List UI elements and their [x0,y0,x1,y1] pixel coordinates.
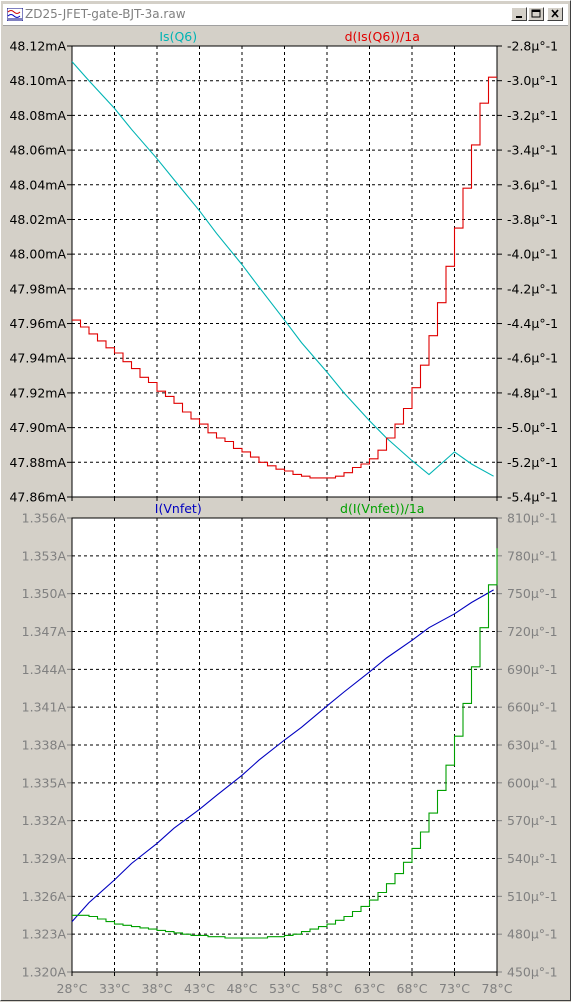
bottom-left-tick-label: 1.356A [22,511,67,526]
minimize-icon [516,16,522,18]
series-line-d-is-q6-1a [72,76,497,479]
bottom-plot-frame [71,517,498,973]
bottom-right-tick-label: 780µ°-1 [507,548,558,563]
top-left-tick-label: 48.10mA [9,73,66,88]
top-left-tick-label: 47.94mA [9,351,66,366]
close-icon [551,9,559,18]
x-tick-label: 33°C [99,981,130,996]
bottom-right-tick-label: 540µ°-1 [507,851,558,866]
x-tick-label: 43°C [184,981,215,996]
series-title-i-vnfet-: I(Vnfet) [155,501,202,516]
bottom-right-tick-label: 570µ°-1 [507,813,558,828]
x-tick-label: 53°C [269,981,300,996]
top-right-tick-label: -3.6µ°-1 [507,177,558,192]
top-right-tick-label: -3.0µ°-1 [507,73,558,88]
x-tick-label: 58°C [312,981,343,996]
bottom-left-tick-label: 1.350A [22,586,67,601]
top-right-tick-label: -4.2µ°-1 [507,281,558,296]
top-left-tick-label: 48.08mA [9,108,66,123]
series-title-d-i-vnfet-1a: d(I(Vnfet))/1a [340,501,424,516]
bottom-right-tick-label: 690µ°-1 [507,662,558,677]
bottom-left-tick-label: 1.323A [22,927,67,942]
top-left-tick-label: 48.06mA [9,143,66,158]
top-right-tick-label: -4.6µ°-1 [507,351,558,366]
top-pane[interactable]: 48.12mA -2.8µ°-1 48.10mA -3.0µ°-1 48.08mA -3.… [9,29,558,505]
bottom-left-tick-label: 1.320A [22,965,67,980]
top-left-tick-label: 48.04mA [9,177,66,192]
top-left-tick-label: 48.00mA [9,247,66,262]
x-tick-label: 73°C [439,981,470,996]
top-left-tick-label: 47.96mA [9,316,66,331]
top-right-tick-label: -4.4µ°-1 [507,316,558,331]
top-left-tick-label: 48.12mA [9,39,66,54]
top-left-tick-label: 47.92mA [9,385,66,400]
bottom-right-tick-label: 450µ°-1 [507,965,558,980]
x-tick-label: 38°C [142,981,173,996]
bottom-left-tick-label: 1.335A [22,775,67,790]
x-tick-label: 48°C [227,981,258,996]
top-right-tick-label: -3.4µ°-1 [507,143,558,158]
top-left-tick-label: 47.88mA [9,455,66,470]
bottom-right-tick-label: 600µ°-1 [507,775,558,790]
x-tick-label: 63°C [354,981,385,996]
x-tick-label: 68°C [397,981,428,996]
maximize-icon [531,9,541,18]
top-left-tick-label: 47.90mA [9,420,66,435]
bottom-left-tick-label: 1.326A [22,889,67,904]
series-title-is-q6-: Is(Q6) [159,29,197,44]
top-plot-background [72,46,497,497]
series-line-i-vnfet- [71,589,494,922]
top-right-tick-label: -4.8µ°-1 [507,385,558,400]
title-bar[interactable]: ZD25-JFET-gate-BJT-3a.raw [3,4,568,26]
bottom-right-tick-label: 660µ°-1 [507,700,558,715]
series-line-is-q6- [71,61,494,477]
bottom-right-tick-label: 480µ°-1 [507,927,558,942]
bottom-pane[interactable]: 28°C 33°C 38°C 43°C 48°C 53°C 58°C 63°C 68°C 73°C… [22,501,558,996]
bottom-right-tick-label: 810µ°-1 [507,511,558,526]
bottom-left-tick-label: 1.353A [22,548,67,563]
top-right-tick-label: -5.4µ°-1 [507,490,558,505]
maximize-button[interactable] [528,7,544,21]
bottom-left-tick-label: 1.347A [22,624,67,639]
top-plot-frame [71,45,498,498]
close-button[interactable] [547,7,563,21]
minimize-button[interactable] [511,7,527,21]
x-tick-label: 28°C [57,981,88,996]
waveform-app-icon [7,8,23,21]
top-left-tick-label: 47.98mA [9,281,66,296]
bottom-left-tick-label: 1.332A [22,813,67,828]
top-right-tick-label: -3.8µ°-1 [507,212,558,227]
bottom-right-tick-label: 510µ°-1 [507,889,558,904]
window-title: ZD25-JFET-gate-BJT-3a.raw [25,7,186,21]
bottom-left-tick-label: 1.344A [22,662,67,677]
bottom-left-tick-label: 1.338A [22,738,67,753]
top-right-tick-label: -5.0µ°-1 [507,420,558,435]
bottom-right-tick-label: 720µ°-1 [507,624,558,639]
top-right-tick-label: -5.2µ°-1 [507,455,558,470]
top-left-tick-label: 47.86mA [9,490,66,505]
x-tick-label: 78°C [482,981,513,996]
bottom-left-tick-label: 1.329A [22,851,67,866]
top-right-tick-label: -3.2µ°-1 [507,108,558,123]
series-title-d-is-q6-1a: d(Is(Q6))/1a [345,29,420,44]
series-line-d-i-vnfet-1a [72,548,498,939]
top-left-tick-label: 48.02mA [9,212,66,227]
bottom-left-tick-label: 1.341A [22,700,67,715]
top-right-tick-label: -2.8µ°-1 [507,39,558,54]
bottom-right-tick-label: 630µ°-1 [507,738,558,753]
bottom-right-tick-label: 750µ°-1 [507,586,558,601]
top-right-tick-label: -4.0µ°-1 [507,247,558,262]
